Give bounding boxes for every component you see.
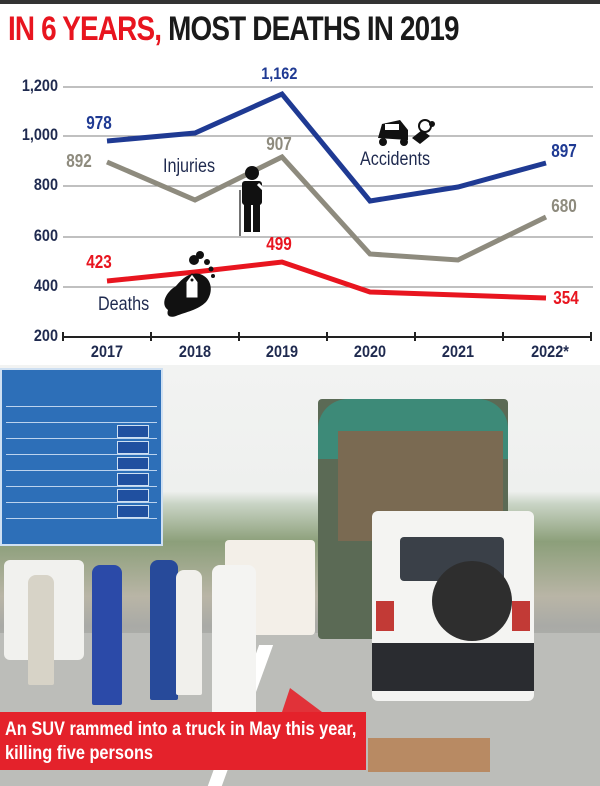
value-injuries-2022: 680: [551, 196, 577, 216]
caption-text: An SUV rammed into a truck in May this y…: [5, 719, 357, 764]
value-deaths-2022: 354: [553, 288, 579, 308]
headline: IN 6 YEARS, MOST DEATHS IN 2019: [8, 10, 460, 49]
person: [92, 565, 122, 705]
deaths-line: [106, 259, 547, 301]
value-accidents-2022: 897: [551, 141, 577, 161]
footprint-tag-icon: [164, 251, 215, 317]
x-tick-2018: 2018: [178, 342, 212, 361]
value-accidents-2017: 978: [86, 113, 112, 133]
x-tick-2021: 2021: [441, 342, 475, 361]
person: [28, 575, 54, 685]
series-label-accidents: Accidents: [360, 149, 431, 170]
headline-red: IN 6 YEARS,: [8, 10, 162, 48]
series-label-injuries: Injuries: [163, 156, 216, 177]
y-tick-800: 800: [33, 175, 58, 194]
value-injuries-2019: 907: [266, 134, 292, 154]
line-chart: 1,200 1,000 800 600 400 200 2017 2018 20…: [0, 60, 600, 390]
cardboard-on-road: [368, 738, 490, 772]
y-tick-1000: 1,000: [21, 125, 59, 144]
accidents-line: [106, 90, 547, 204]
y-tick-400: 400: [33, 276, 58, 295]
injured-person-icon: [239, 166, 270, 236]
headline-dark: MOST DEATHS IN 2019: [168, 10, 459, 48]
top-rule: [0, 0, 600, 4]
gridlines: [63, 86, 593, 288]
injuries-line: [106, 153, 548, 263]
x-tick-2020: 2020: [353, 342, 387, 361]
suv: [372, 511, 534, 701]
x-tick-2019: 2019: [265, 342, 299, 361]
car-crash-icon: [378, 119, 435, 146]
value-injuries-2017: 892: [66, 151, 92, 171]
person: [150, 560, 178, 700]
chart-canvas: [62, 86, 593, 341]
y-tick-1200: 1,200: [21, 76, 59, 95]
y-tick-600: 600: [33, 226, 58, 245]
person: [176, 570, 202, 695]
y-tick-200: 200: [33, 326, 58, 345]
x-tick-2017: 2017: [90, 342, 124, 361]
x-axis: [62, 332, 592, 341]
value-accidents-2019: 1,162: [261, 64, 298, 83]
series-label-deaths: Deaths: [98, 294, 150, 315]
x-tick-2022: 2022*: [531, 342, 569, 361]
value-deaths-2019: 499: [266, 234, 292, 254]
person: [212, 565, 256, 715]
photo-caption: An SUV rammed into a truck in May this y…: [0, 712, 366, 770]
toll-sign: [0, 368, 163, 546]
value-deaths-2017: 423: [86, 252, 112, 272]
